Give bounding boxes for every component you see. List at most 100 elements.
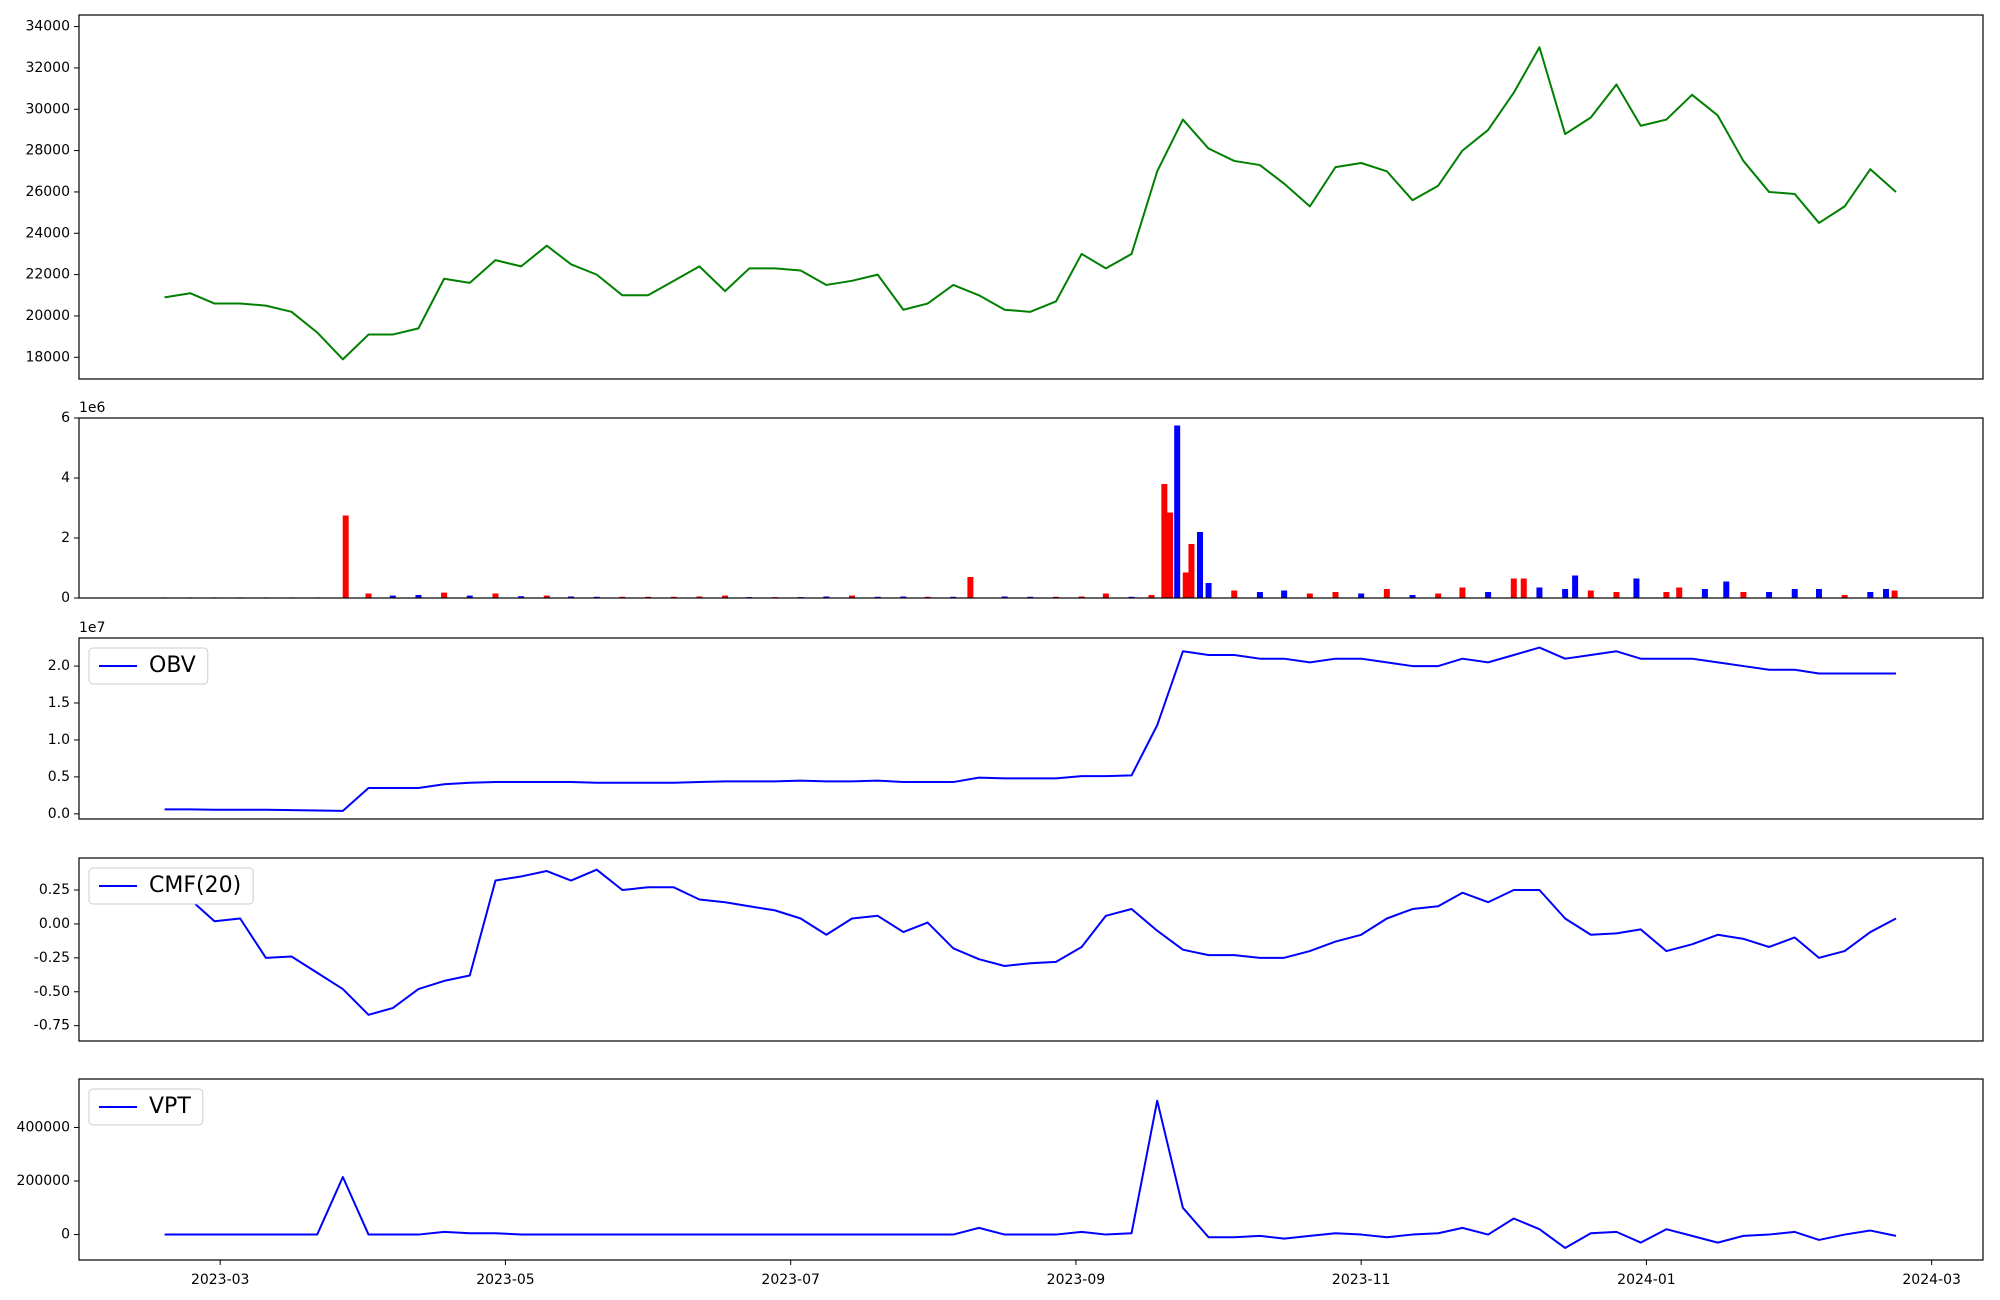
bar xyxy=(365,593,372,598)
bar xyxy=(1663,592,1670,598)
legend xyxy=(88,647,209,685)
bar xyxy=(1197,532,1204,598)
y-tick-label: 1.5 xyxy=(48,695,70,711)
bar xyxy=(1332,592,1339,598)
bar xyxy=(823,596,830,598)
y-tick-label: -0.75 xyxy=(34,1018,70,1034)
bar xyxy=(900,596,907,598)
bar xyxy=(1078,596,1085,598)
bar xyxy=(415,595,422,598)
bar xyxy=(1841,595,1848,598)
bar xyxy=(389,595,396,598)
y-tick-label: 0 xyxy=(61,590,70,606)
bar xyxy=(1485,592,1492,598)
bar xyxy=(1815,589,1822,598)
y-tick-label: 400000 xyxy=(17,1119,70,1135)
bar xyxy=(1182,572,1189,598)
bar xyxy=(1740,592,1747,598)
y-tick-label: -0.25 xyxy=(34,950,70,966)
bar xyxy=(492,593,499,598)
bar xyxy=(1188,544,1195,598)
bar xyxy=(1306,593,1313,598)
line xyxy=(164,46,1897,361)
bar xyxy=(1435,593,1442,598)
bar xyxy=(696,596,703,598)
bar xyxy=(1358,593,1365,598)
bar xyxy=(849,595,856,598)
bar xyxy=(1791,589,1798,598)
bar xyxy=(1572,575,1579,598)
line xyxy=(164,1099,1897,1249)
y-tick-label: 1.0 xyxy=(48,732,70,748)
bar xyxy=(1459,587,1466,598)
y-tick-label: 22000 xyxy=(25,267,70,283)
y-tick-label: 20000 xyxy=(25,308,70,324)
bar xyxy=(1510,578,1517,598)
bar xyxy=(543,595,550,598)
bar xyxy=(1281,590,1288,598)
bar xyxy=(1587,590,1594,598)
y-tick-label: 0 xyxy=(61,1227,70,1243)
y-tick-label: 0.00 xyxy=(39,916,70,932)
legend-label: OBV xyxy=(149,653,196,678)
x-tick-label: 2023-11 xyxy=(1332,1272,1391,1288)
bar xyxy=(1205,583,1212,598)
bar xyxy=(1383,589,1390,598)
axes-frame xyxy=(78,417,1984,599)
bar xyxy=(1536,587,1543,598)
bar xyxy=(1409,595,1416,598)
bar xyxy=(1613,592,1620,598)
bar xyxy=(1148,595,1155,598)
legend-label: CMF(20) xyxy=(149,873,241,898)
bar xyxy=(1867,592,1874,598)
axes-frame xyxy=(78,1078,1984,1261)
x-tick-label: 2024-01 xyxy=(1617,1272,1676,1288)
bar xyxy=(1562,589,1569,598)
x-tick-label: 2023-03 xyxy=(191,1272,250,1288)
bar xyxy=(1766,592,1773,598)
y-offset-label: 1e7 xyxy=(79,620,105,636)
x-tick-label: 2023-05 xyxy=(476,1272,535,1288)
y-tick-label: 24000 xyxy=(25,225,70,241)
bar xyxy=(568,596,575,598)
bar xyxy=(1174,425,1181,598)
bar xyxy=(722,595,729,598)
bar xyxy=(1701,589,1708,598)
bar xyxy=(1633,578,1640,598)
axes-frame xyxy=(78,857,1984,1042)
legend-label: VPT xyxy=(149,1094,191,1119)
bar xyxy=(967,577,974,598)
bar xyxy=(1231,590,1238,598)
bar xyxy=(1161,484,1168,598)
x-tick-label: 2023-07 xyxy=(761,1272,820,1288)
bar xyxy=(466,595,473,598)
y-tick-label: -0.50 xyxy=(34,984,70,1000)
y-tick-label: 30000 xyxy=(25,101,70,117)
bar xyxy=(1723,581,1730,598)
bar xyxy=(1256,592,1263,598)
x-tick-label: 2024-03 xyxy=(1902,1272,1961,1288)
y-tick-label: 34000 xyxy=(25,19,70,35)
bar xyxy=(1102,593,1109,598)
bar xyxy=(518,596,525,598)
bar xyxy=(1520,578,1527,598)
legend xyxy=(88,1088,204,1126)
axes-frame xyxy=(78,637,1984,820)
y-tick-label: 26000 xyxy=(25,184,70,200)
line xyxy=(164,868,1897,1016)
y-tick-label: 0.5 xyxy=(48,769,70,785)
y-tick-label: 2.0 xyxy=(48,658,70,674)
bar xyxy=(1167,512,1174,598)
bar xyxy=(1676,587,1683,598)
y-tick-label: 2 xyxy=(61,530,70,546)
axes-frame xyxy=(78,14,1984,380)
bar xyxy=(1891,590,1898,598)
line xyxy=(164,646,1896,812)
y-tick-label: 6 xyxy=(61,410,70,426)
legend xyxy=(88,867,254,905)
y-tick-label: 4 xyxy=(61,470,70,486)
y-offset-label: 1e6 xyxy=(79,400,106,416)
x-tick-label: 2023-09 xyxy=(1047,1272,1106,1288)
bar xyxy=(342,515,349,598)
